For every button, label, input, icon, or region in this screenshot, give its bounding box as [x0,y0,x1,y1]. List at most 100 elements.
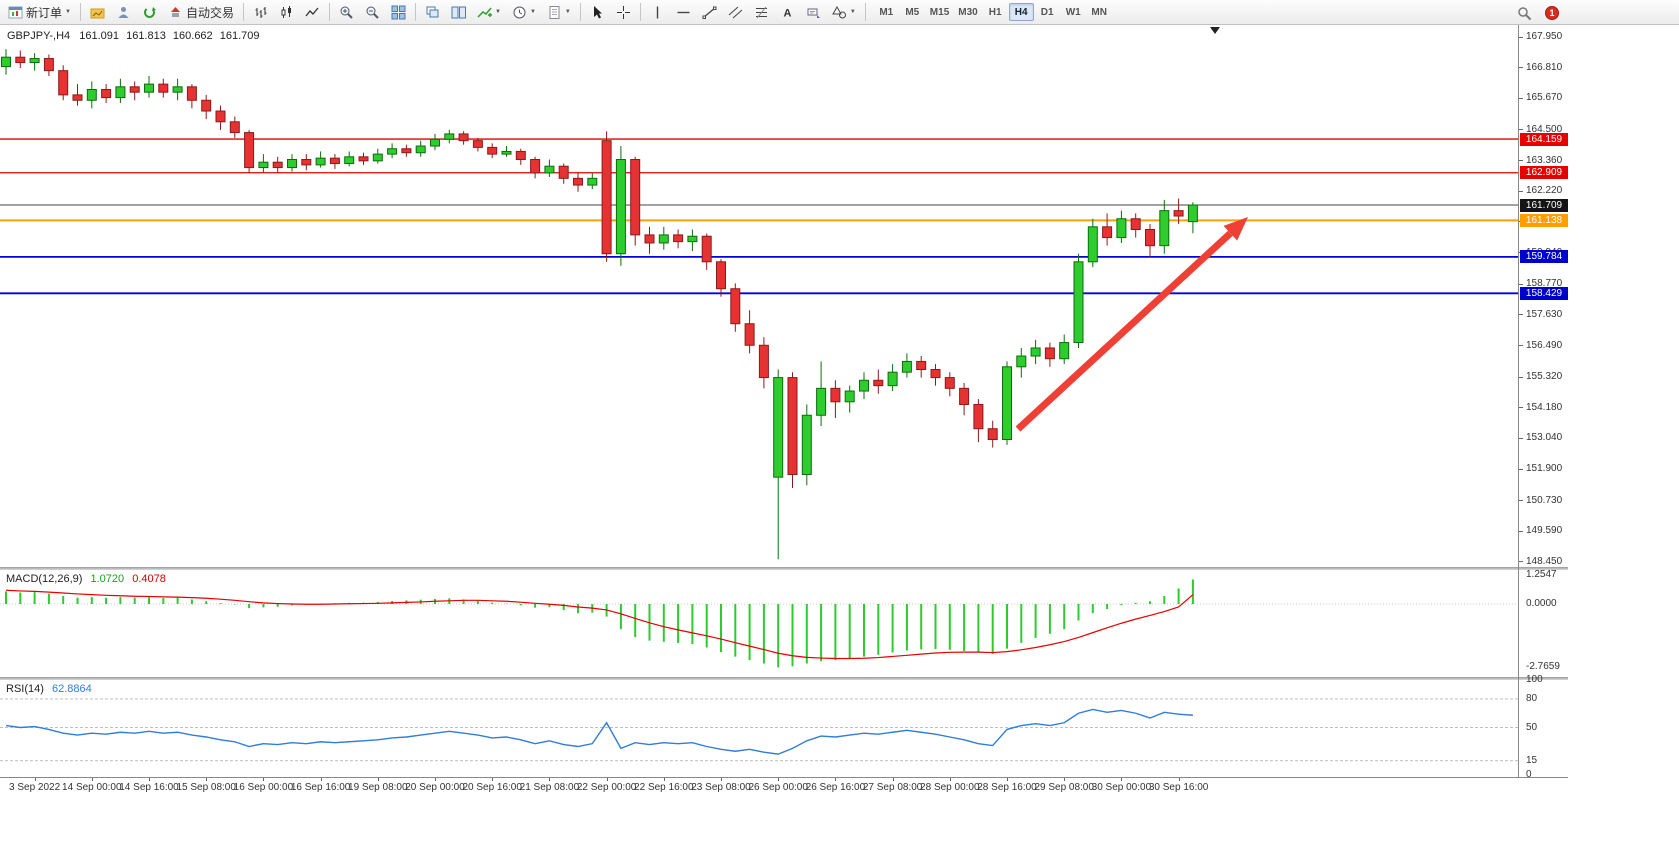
chart-shift-marker-icon[interactable] [1210,27,1220,34]
rsi-line [5,708,1193,755]
timeframe-button-D1[interactable]: D1 [1040,6,1054,18]
fibonacci-button[interactable] [749,2,774,22]
price-tick-label: 163.360 [1526,154,1563,166]
time-tick-mark [377,778,379,781]
crosshair-button[interactable] [611,2,636,22]
timeframe-button-M1[interactable]: M1 [879,6,894,18]
time-tick-mark [835,778,837,781]
price-tick-mark [1519,468,1523,470]
chevron-down-icon: ▼ [494,9,501,15]
tile-windows-icon [391,5,406,20]
charts-folder-button[interactable] [85,2,110,22]
bar-chart-button[interactable] [248,2,273,22]
time-tick-mark [1121,778,1123,781]
toolbar: 新订单 ▼ 自动交易 ▼ ▼ ▼ A ▼ M1 M5 M15 M30 H1 H4 D1 W1 M… [0,0,1679,25]
time-tick-mark [1064,778,1066,781]
new-order-button[interactable]: 新订单 ▼ [3,2,76,22]
time-tick-mark [206,778,208,781]
timeframe-button-H4[interactable]: H4 [1008,3,1034,21]
price-tick-mark [1519,129,1523,131]
templates-button[interactable]: ▼ [542,2,576,22]
timeframe-button-H1[interactable]: H1 [988,6,1002,18]
indicators-icon [477,5,492,20]
separator [242,3,244,21]
auto-trading-label: 自动交易 [185,5,234,20]
toolbar-right-group: 1 [1512,3,1559,23]
tile-windows-button[interactable] [386,2,411,22]
time-tick-mark [606,778,608,781]
horizontal-lines[interactable] [0,138,1518,295]
separator [864,3,866,21]
price-tick-label: 164.500 [1526,123,1563,135]
timeframe-button-W1[interactable]: W1 [1065,6,1081,18]
timeframe-button-MN[interactable]: MN [1091,6,1107,18]
rsi-indicator-chart[interactable] [0,680,1518,777]
macd-indicator-chart[interactable] [0,570,1518,677]
ohlc-open: 161.091 [79,30,120,42]
timeframe-button-M15[interactable]: M15 [929,6,950,18]
timeframe-button-M30[interactable]: M30 [958,6,978,18]
cascade-windows-button[interactable] [420,2,445,22]
zoom-in-button[interactable] [334,2,359,22]
trend-arrow[interactable] [1015,217,1248,432]
refresh-button[interactable] [137,2,162,22]
timeframe-button-M5[interactable]: M5 [905,6,920,18]
rsi-scale-label: 15 [1526,754,1538,766]
price-tick-label: 151.900 [1526,463,1563,475]
auto-trading-button[interactable]: 自动交易 [163,2,239,22]
line-chart-icon [305,5,320,20]
indicators-button[interactable]: ▼ [472,2,506,22]
ohlc-close: 161.709 [219,30,260,42]
time-tick-label: 16 Sep 00:00 [233,782,294,793]
panel-divider[interactable] [0,677,1568,680]
time-tick-label: 22 Sep 16:00 [634,782,694,793]
auto-trading-icon [168,5,183,20]
time-axis[interactable]: 3 Sep 2022 14 Sep 00:00 14 Sep 16:00 15 Sep… [0,777,1568,797]
macd-scale-label: 0.0000 [1526,598,1557,609]
zoom-out-button[interactable] [360,2,385,22]
search-button[interactable] [1512,3,1537,23]
arrange-windows-button[interactable] [446,2,471,22]
price-axis[interactable]: 167.950 166.810 165.670 164.500 163.360 162.2… [1518,25,1678,780]
hline-price-tag: 161.709 [1520,198,1568,212]
profile-button[interactable] [111,2,136,22]
macd-signal-value: 0.4078 [132,573,166,585]
shapes-icon [831,5,847,20]
cascade-windows-icon [425,5,440,20]
periods-button[interactable]: ▼ [507,2,541,22]
time-tick-label: 23 Sep 08:00 [691,782,751,793]
horizontal-line-button[interactable] [671,2,696,22]
channel-button[interactable] [723,2,748,22]
price-tick-mark [1519,36,1523,38]
main-price-chart[interactable] [0,25,1518,567]
line-chart-button[interactable] [300,2,325,22]
label-button[interactable] [801,2,826,22]
trendline-button[interactable] [697,2,722,22]
template-icon [547,5,562,20]
text-button[interactable]: A [775,2,800,22]
time-tick-mark [663,778,665,781]
chevron-down-icon: ▼ [849,9,856,15]
macd-scale-label: 1.2547 [1526,569,1557,581]
time-tick-mark [492,778,494,781]
time-tick-label: 20 Sep 16:00 [462,782,522,793]
time-tick-mark [435,778,436,781]
time-tick-label: 28 Sep 00:00 [920,782,980,793]
vertical-line-icon [650,5,665,20]
time-tick-mark [34,778,36,781]
notification-badge[interactable]: 1 [1545,6,1559,20]
cursor-icon [590,5,605,20]
time-tick-mark [91,778,93,781]
search-icon [1517,6,1532,21]
vertical-line-button[interactable] [645,2,670,22]
separator [639,3,641,21]
shapes-button[interactable]: ▼ [827,2,861,22]
bar-chart-icon [253,5,268,20]
ohlc-low: 160.662 [172,30,213,42]
cursor-button[interactable] [585,2,610,22]
price-tick-label: 150.730 [1526,494,1563,506]
panel-divider[interactable] [0,567,1568,570]
hline-price-tag: 159.784 [1520,250,1568,264]
candlestick-chart-button[interactable] [274,2,299,22]
macd-label: MACD(12,26,9) 1.0720 0.4078 [6,573,166,585]
